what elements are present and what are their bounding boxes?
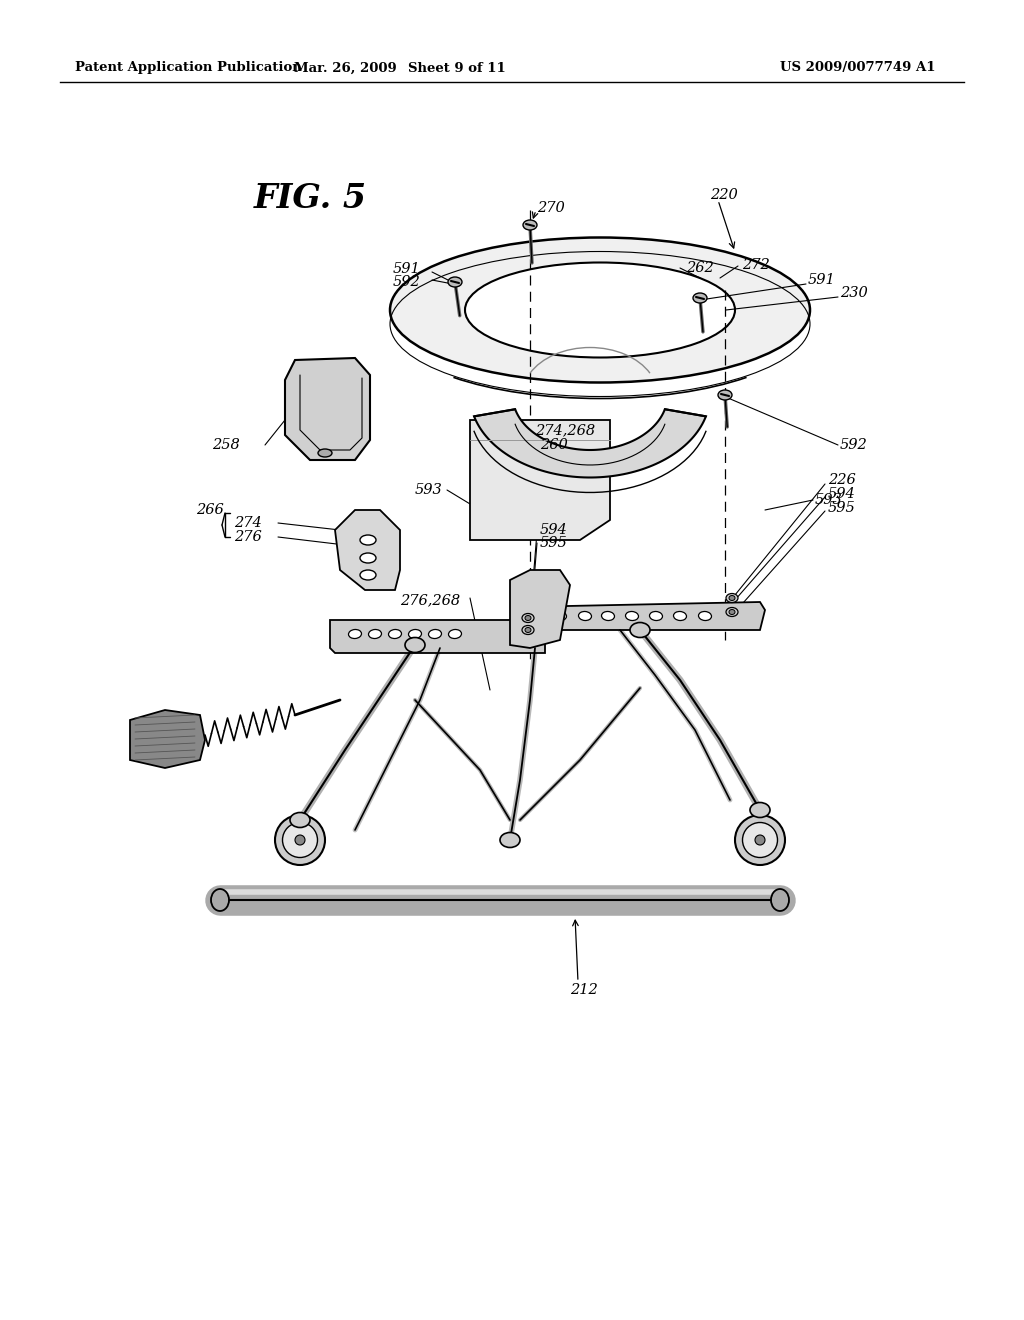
- Ellipse shape: [771, 888, 790, 911]
- Ellipse shape: [729, 610, 735, 615]
- Ellipse shape: [500, 833, 520, 847]
- Ellipse shape: [523, 220, 537, 230]
- Ellipse shape: [369, 630, 382, 639]
- Text: 591: 591: [393, 261, 421, 276]
- Text: 593: 593: [415, 483, 442, 498]
- Text: 591: 591: [808, 273, 836, 286]
- Text: Mar. 26, 2009  Sheet 9 of 11: Mar. 26, 2009 Sheet 9 of 11: [294, 62, 506, 74]
- Text: 260: 260: [540, 438, 567, 451]
- Text: 262: 262: [686, 261, 714, 275]
- Ellipse shape: [428, 630, 441, 639]
- Text: FIG. 5: FIG. 5: [253, 181, 367, 214]
- Ellipse shape: [601, 611, 614, 620]
- Text: 595: 595: [540, 536, 567, 550]
- Ellipse shape: [649, 611, 663, 620]
- Ellipse shape: [726, 607, 738, 616]
- Polygon shape: [330, 620, 545, 653]
- Ellipse shape: [755, 836, 765, 845]
- Text: 592: 592: [840, 438, 867, 451]
- Polygon shape: [130, 710, 205, 768]
- Polygon shape: [510, 570, 570, 648]
- Text: 270: 270: [537, 201, 565, 215]
- Text: 594: 594: [828, 487, 856, 502]
- Text: 272: 272: [742, 257, 770, 272]
- Polygon shape: [470, 420, 610, 540]
- Ellipse shape: [630, 623, 650, 638]
- Ellipse shape: [579, 611, 592, 620]
- Text: Patent Application Publication: Patent Application Publication: [75, 62, 302, 74]
- Ellipse shape: [674, 611, 686, 620]
- Polygon shape: [390, 238, 810, 383]
- Ellipse shape: [729, 595, 735, 601]
- Ellipse shape: [750, 803, 770, 817]
- Ellipse shape: [211, 888, 229, 911]
- Ellipse shape: [283, 822, 317, 858]
- Ellipse shape: [522, 626, 534, 635]
- Ellipse shape: [406, 638, 425, 652]
- Ellipse shape: [449, 277, 462, 286]
- Text: 276,268: 276,268: [400, 593, 460, 607]
- Ellipse shape: [525, 627, 531, 632]
- Ellipse shape: [388, 630, 401, 639]
- Ellipse shape: [275, 814, 325, 865]
- Text: 274,268: 274,268: [535, 422, 595, 437]
- Text: US 2009/0077749 A1: US 2009/0077749 A1: [780, 62, 936, 74]
- Text: 230: 230: [840, 286, 867, 300]
- Text: 220: 220: [710, 187, 737, 202]
- Ellipse shape: [626, 611, 639, 620]
- Ellipse shape: [693, 293, 707, 304]
- Ellipse shape: [698, 611, 712, 620]
- Text: 595: 595: [828, 502, 856, 515]
- Ellipse shape: [718, 389, 732, 400]
- Ellipse shape: [409, 630, 422, 639]
- Ellipse shape: [522, 614, 534, 623]
- Text: 594: 594: [540, 523, 567, 537]
- Polygon shape: [520, 602, 765, 630]
- Polygon shape: [335, 510, 400, 590]
- Text: 258: 258: [212, 438, 240, 451]
- Ellipse shape: [726, 594, 738, 602]
- Ellipse shape: [449, 630, 462, 639]
- Ellipse shape: [735, 814, 785, 865]
- Text: 274: 274: [234, 516, 262, 531]
- Ellipse shape: [525, 615, 531, 620]
- Ellipse shape: [295, 836, 305, 845]
- Ellipse shape: [290, 813, 310, 828]
- Ellipse shape: [360, 535, 376, 545]
- Ellipse shape: [360, 553, 376, 564]
- Text: 276: 276: [234, 531, 262, 544]
- Text: 592: 592: [393, 275, 421, 289]
- Ellipse shape: [360, 570, 376, 579]
- Polygon shape: [474, 409, 706, 478]
- Polygon shape: [285, 358, 370, 459]
- Ellipse shape: [318, 449, 332, 457]
- Text: 266: 266: [196, 503, 224, 517]
- Ellipse shape: [348, 630, 361, 639]
- Text: 593: 593: [815, 492, 843, 507]
- Text: 226: 226: [828, 473, 856, 487]
- Ellipse shape: [554, 611, 566, 620]
- Ellipse shape: [742, 822, 777, 858]
- Text: 212: 212: [570, 983, 598, 997]
